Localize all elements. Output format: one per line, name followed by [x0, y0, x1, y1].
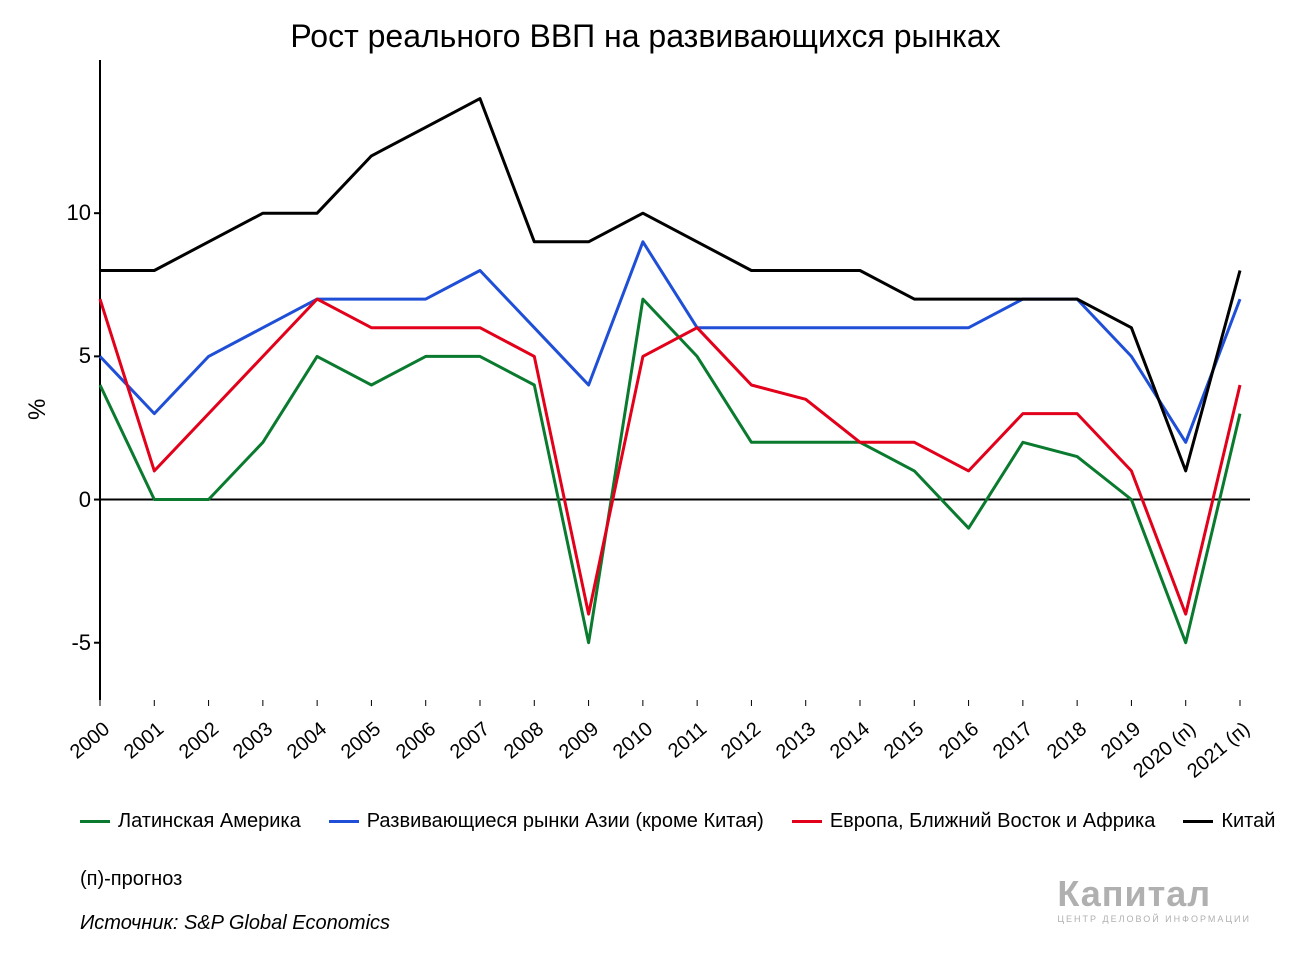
legend-swatch — [329, 820, 359, 823]
chart-container: { "chart": { "type": "line", "title": "Р… — [0, 0, 1291, 960]
brand-logo: Капитал ЦЕНТР ДЕЛОВОЙ ИНФОРМАЦИИ — [1057, 876, 1251, 924]
series-line-emea — [100, 299, 1240, 614]
legend-label: Развивающиеся рынки Азии (кроме Китая) — [367, 810, 764, 833]
legend-swatch — [80, 820, 110, 823]
source-label: Источник: S&P Global Economics — [80, 912, 390, 935]
forecast-note: (п)-прогноз — [80, 868, 182, 891]
legend-item-latin_america: Латинская Америка — [80, 810, 301, 833]
ytick-label: 10 — [31, 200, 91, 226]
brand-sub: ЦЕНТР ДЕЛОВОЙ ИНФОРМАЦИИ — [1057, 914, 1251, 924]
legend-item-emea: Европа, Ближний Восток и Африка — [792, 810, 1156, 833]
legend-label: Китай — [1221, 810, 1275, 833]
ytick-label: -5 — [31, 630, 91, 656]
ytick-label: 0 — [31, 487, 91, 513]
legend-item-asia_ex_china: Развивающиеся рынки Азии (кроме Китая) — [329, 810, 764, 833]
legend-swatch — [1183, 820, 1213, 823]
ytick-label: 5 — [31, 343, 91, 369]
legend: Латинская Америка Развивающиеся рынки Ази… — [80, 810, 1275, 833]
legend-swatch — [792, 820, 822, 823]
legend-label: Европа, Ближний Восток и Африка — [830, 810, 1156, 833]
series-line-latin_america — [100, 299, 1240, 643]
brand-name: Капитал — [1057, 876, 1251, 912]
legend-label: Латинская Америка — [118, 810, 301, 833]
legend-item-china: Китай — [1183, 810, 1275, 833]
